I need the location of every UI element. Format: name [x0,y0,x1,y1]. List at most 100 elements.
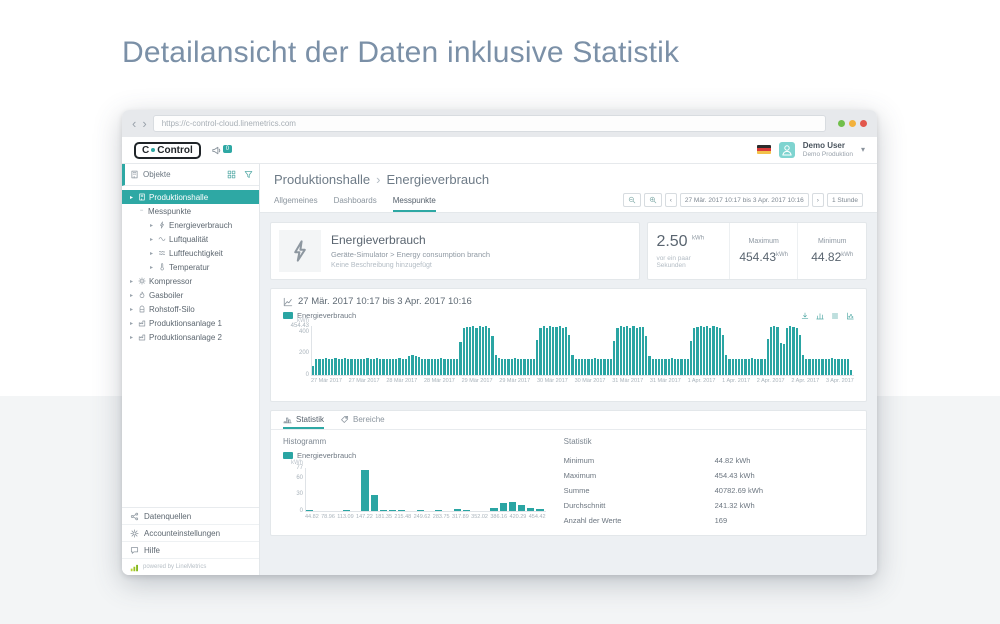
energy-bar-chart[interactable]: kWh 454.43 400 200 0 [291,318,854,378]
url-input[interactable] [152,115,826,132]
sidebar-item-produktionsanlage-1[interactable]: ▸ Produktionsanlage 1 [122,316,259,330]
tab-dashboards[interactable]: Dashboards [333,196,377,205]
sidebar-item-kompressor[interactable]: ▸ Kompressor [122,274,259,288]
bar [433,359,436,375]
notifications-button[interactable]: 0 [211,144,233,156]
sidebar-item-label: Temperatur [169,262,210,272]
filter-icon[interactable] [244,170,253,179]
download-icon[interactable] [801,312,809,320]
user-menu-caret-icon[interactable]: ▾ [860,145,865,155]
measurement-path: Geräte-Simulator > Energy consumption br… [331,250,491,259]
next-range-button[interactable]: › [811,193,824,207]
sidebar-footer-datenquellen[interactable]: Datenquellen [122,508,259,525]
layout-icon[interactable] [227,170,236,179]
forward-icon[interactable]: › [142,116,147,131]
date-range-button[interactable]: 27 Mär. 2017 10:17 bis 3 Apr. 2017 10:16 [679,193,809,207]
sidebar-item-messpunkte[interactable]: − Messpunkte [122,204,259,218]
caret-icon[interactable]: − [139,208,144,214]
logo-dot-icon [151,148,156,152]
bar [763,358,766,375]
linemetrics-logo-icon [130,563,139,572]
bar [725,354,728,375]
y-tick-label: 30 [296,491,303,498]
sidebar-item-gasboiler[interactable]: ▸ Gasboiler [122,288,259,302]
x-tick-label: 215.48 [394,514,412,520]
bar [587,359,590,375]
bar [491,336,494,375]
legend-label: Energieverbrauch [297,311,357,320]
sidebar-footer-hilfe[interactable]: Hilfe [122,542,259,559]
y-axis-unit: kWh [291,460,303,466]
tab-messpunkte[interactable]: Messpunkte [392,192,436,212]
caret-icon[interactable]: ▸ [149,264,153,271]
sidebar-item-rohstoff-silo[interactable]: ▸ Rohstoff-Silo [122,302,259,316]
caret-icon[interactable]: ▸ [129,334,133,341]
user-info[interactable]: Demo User Demo Produktion [803,141,853,158]
sidebar-footer: Datenquellen Accounteinstellungen Hilfe [122,507,259,559]
bar [702,327,705,375]
bar [616,327,619,375]
breadcrumb-parent[interactable]: Produktionshalle [274,172,371,187]
sidebar-item-produktionsanlage-2[interactable]: ▸ Produktionsanlage 2 [122,330,259,344]
avatar[interactable] [778,141,795,158]
tab-allgemeines[interactable]: Allgemeines [274,196,318,205]
bar [488,328,491,375]
bar [622,327,625,375]
window-control-dot[interactable] [849,120,856,127]
bar [499,503,507,511]
bar [689,340,693,375]
bar [654,358,657,375]
bar [709,327,712,375]
caret-icon[interactable]: ▸ [129,320,133,327]
caret-icon[interactable]: ▸ [149,250,153,257]
sidebar-item-temperatur[interactable]: ▸ Temperatur [122,260,259,274]
prev-range-button[interactable]: ‹ [664,193,677,207]
sidebar-footer-accounteinstellungen[interactable]: Accounteinstellungen [122,525,259,542]
window-controls[interactable] [838,120,867,127]
language-flag-german[interactable] [756,145,771,155]
stat-row-anzahl-der-werte: Anzahl der Werte 169 [564,513,854,528]
bolt-icon [279,230,321,272]
caret-icon[interactable]: ▸ [129,292,133,299]
bar [536,509,544,511]
back-icon[interactable]: ‹ [132,116,137,131]
sidebar-item-energieverbrauch[interactable]: ▸ Energieverbrauch [122,218,259,232]
bar [638,326,641,375]
x-tick-label: 29 Mär 2017 [461,378,493,384]
x-tick-label: 3 Apr. 2017 [826,378,854,384]
histogram-chart[interactable]: kWh 77 60 30 0 [291,460,546,514]
sidebar-item-produktionshalle[interactable]: ▸ Produktionshalle [122,190,259,204]
x-tick-label: 147.22 [356,514,373,520]
maximum-value: 454.43kWh [739,250,789,264]
bar [321,359,324,375]
bar [356,358,360,375]
x-tick-label: 317.89 [451,514,469,520]
listtable-icon[interactable] [831,312,839,320]
caret-icon[interactable]: ▸ [129,278,133,285]
bar [504,359,507,375]
scatter-icon[interactable] [846,312,854,320]
c-control-logo[interactable]: C Control [134,141,201,159]
stats-tab-bereiche[interactable]: Bereiche [340,411,385,429]
zoom-out-icon [628,196,636,204]
bar [443,358,446,375]
bar [424,358,427,375]
window-control-dot[interactable] [860,120,867,127]
stats-tab-statistik[interactable]: Statistik [283,411,325,429]
zoom-in-button[interactable] [643,193,662,207]
zoom-out-button[interactable] [622,193,641,207]
sidebar-item-luftqualit-t[interactable]: ▸ Luftqualität [122,232,259,246]
caret-icon[interactable]: ▸ [129,306,133,313]
bar [741,358,744,375]
building-icon [138,193,146,201]
window-control-dot[interactable] [838,120,845,127]
bar [625,326,629,375]
barchart-icon[interactable] [816,312,824,320]
caret-icon[interactable]: ▸ [149,236,153,243]
sidebar-item-label: Produktionshalle [149,192,209,202]
sidebar-item-luftfeuchtigkeit[interactable]: ▸ Luftfeuchtigkeit [122,246,259,260]
caret-icon[interactable]: ▸ [129,194,133,201]
caret-icon[interactable]: ▸ [149,222,153,229]
x-tick-label: 31 Mär 2017 [612,378,644,384]
interval-select[interactable]: 1 Stunde [826,193,863,207]
